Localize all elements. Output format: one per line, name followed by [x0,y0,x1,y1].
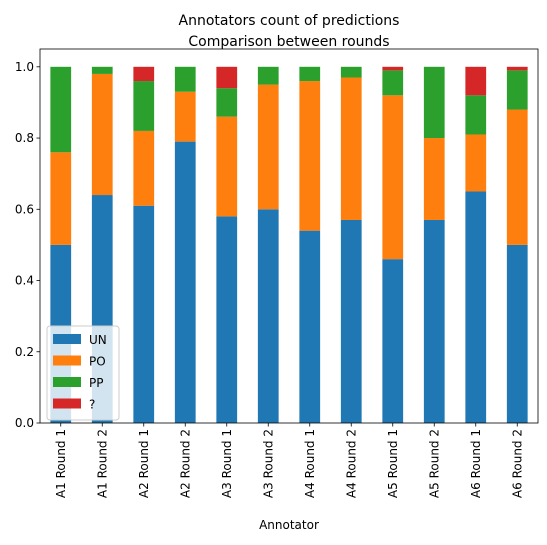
bar-segment-un [257,209,279,423]
y-tick-label: 0.2 [15,345,34,359]
bar-segment-pp [257,66,279,85]
bar-segment-pp [174,66,196,92]
bar-stack [257,66,279,423]
bar-segment-pp [506,70,528,110]
x-tick-label: A2 Round 1 [137,429,151,498]
bar-stack [340,66,362,423]
legend-label: UN [89,333,107,347]
y-tick-label: 1.0 [15,60,34,74]
bar-segment-un [423,219,445,423]
legend-swatch [53,334,81,344]
chart-title: Annotators count of predictions [179,13,400,29]
legend-swatch [53,377,81,387]
legend-label: PO [89,355,106,369]
bar-segment-po [91,73,113,196]
bar-segment-po [216,116,238,217]
x-tick-label: A3 Round 2 [261,429,275,498]
y-tick-label: 0.8 [15,131,34,145]
x-axis-label: Annotator [259,518,319,532]
bar-segment-pp [133,81,155,131]
y-tick-label: 0.4 [15,274,34,288]
x-tick-label: A1 Round 1 [54,429,68,498]
bar-stack [133,66,155,423]
bar-segment-pp [216,88,238,117]
bar-segment-unknown [133,66,155,82]
bar-stack [216,66,238,423]
bar-segment-po [382,95,404,260]
bar-stack [174,66,196,424]
chart-subtitle: Comparison between rounds [188,34,389,50]
x-tick-label: A1 Round 2 [95,429,109,498]
bar-segment-po [423,138,445,220]
bar-segment-un [216,216,238,423]
bar-stack [465,66,487,423]
bar-segment-po [506,109,528,245]
bar-segment-po [340,77,362,220]
bar-segment-po [50,152,72,245]
legend-label: ? [89,398,95,412]
y-tick-label: 0.6 [15,202,34,216]
x-tick-label: A3 Round 1 [220,429,234,498]
bar-stack [382,66,404,423]
axes-layer: 0.0 0.2 0.4 0.6 0.8 1.0 A1 Round 1 A1 Round 2 A2… [15,48,539,498]
x-tick-label: A5 Round 1 [386,429,400,498]
bar-segment-un [174,141,196,424]
bar-stack [423,66,445,423]
y-tick-label: 0.0 [15,416,34,430]
bar-segment-un [465,191,487,423]
bar-segment-un [133,205,155,423]
bar-segment-po [299,81,321,231]
bar-segment-po [465,134,487,192]
legend-swatch [53,355,81,366]
bars-layer [50,66,528,424]
bar-segment-unknown [382,66,404,71]
plot-frame [39,48,539,424]
x-tick-label: A4 Round 1 [303,429,317,498]
bar-segment-un [340,219,362,423]
bar-segment-po [174,91,196,142]
bar-segment-unknown [465,66,487,96]
bar-segment-un [382,259,404,423]
legend-box [46,325,120,421]
x-tick-label: A4 Round 2 [344,429,358,498]
x-tick-label: A2 Round 2 [178,429,192,498]
bar-segment-pp [382,70,404,96]
bar-segment-po [133,130,155,206]
legend-swatch [53,398,81,409]
x-tick-label: A5 Round 2 [427,429,441,498]
legend: UN PO PP? [46,325,120,421]
bar-segment-pp [50,66,72,153]
bar-segment-unknown [506,66,528,71]
x-tick-label: A6 Round 1 [469,429,483,498]
bar-stack [299,66,321,423]
bar-segment-pp [91,66,113,74]
bar-stack [506,66,528,423]
bar-segment-un [506,244,528,423]
bar-segment-po [257,84,279,210]
bar-segment-unknown [216,66,238,89]
bar-segment-pp [340,66,362,78]
bar-segment-pp [423,66,445,139]
x-tick-label: A6 Round 2 [510,429,524,498]
bar-segment-pp [465,95,487,135]
bar-segment-pp [299,66,321,82]
bar-segment-un [299,230,321,423]
legend-label: PP [89,376,103,390]
